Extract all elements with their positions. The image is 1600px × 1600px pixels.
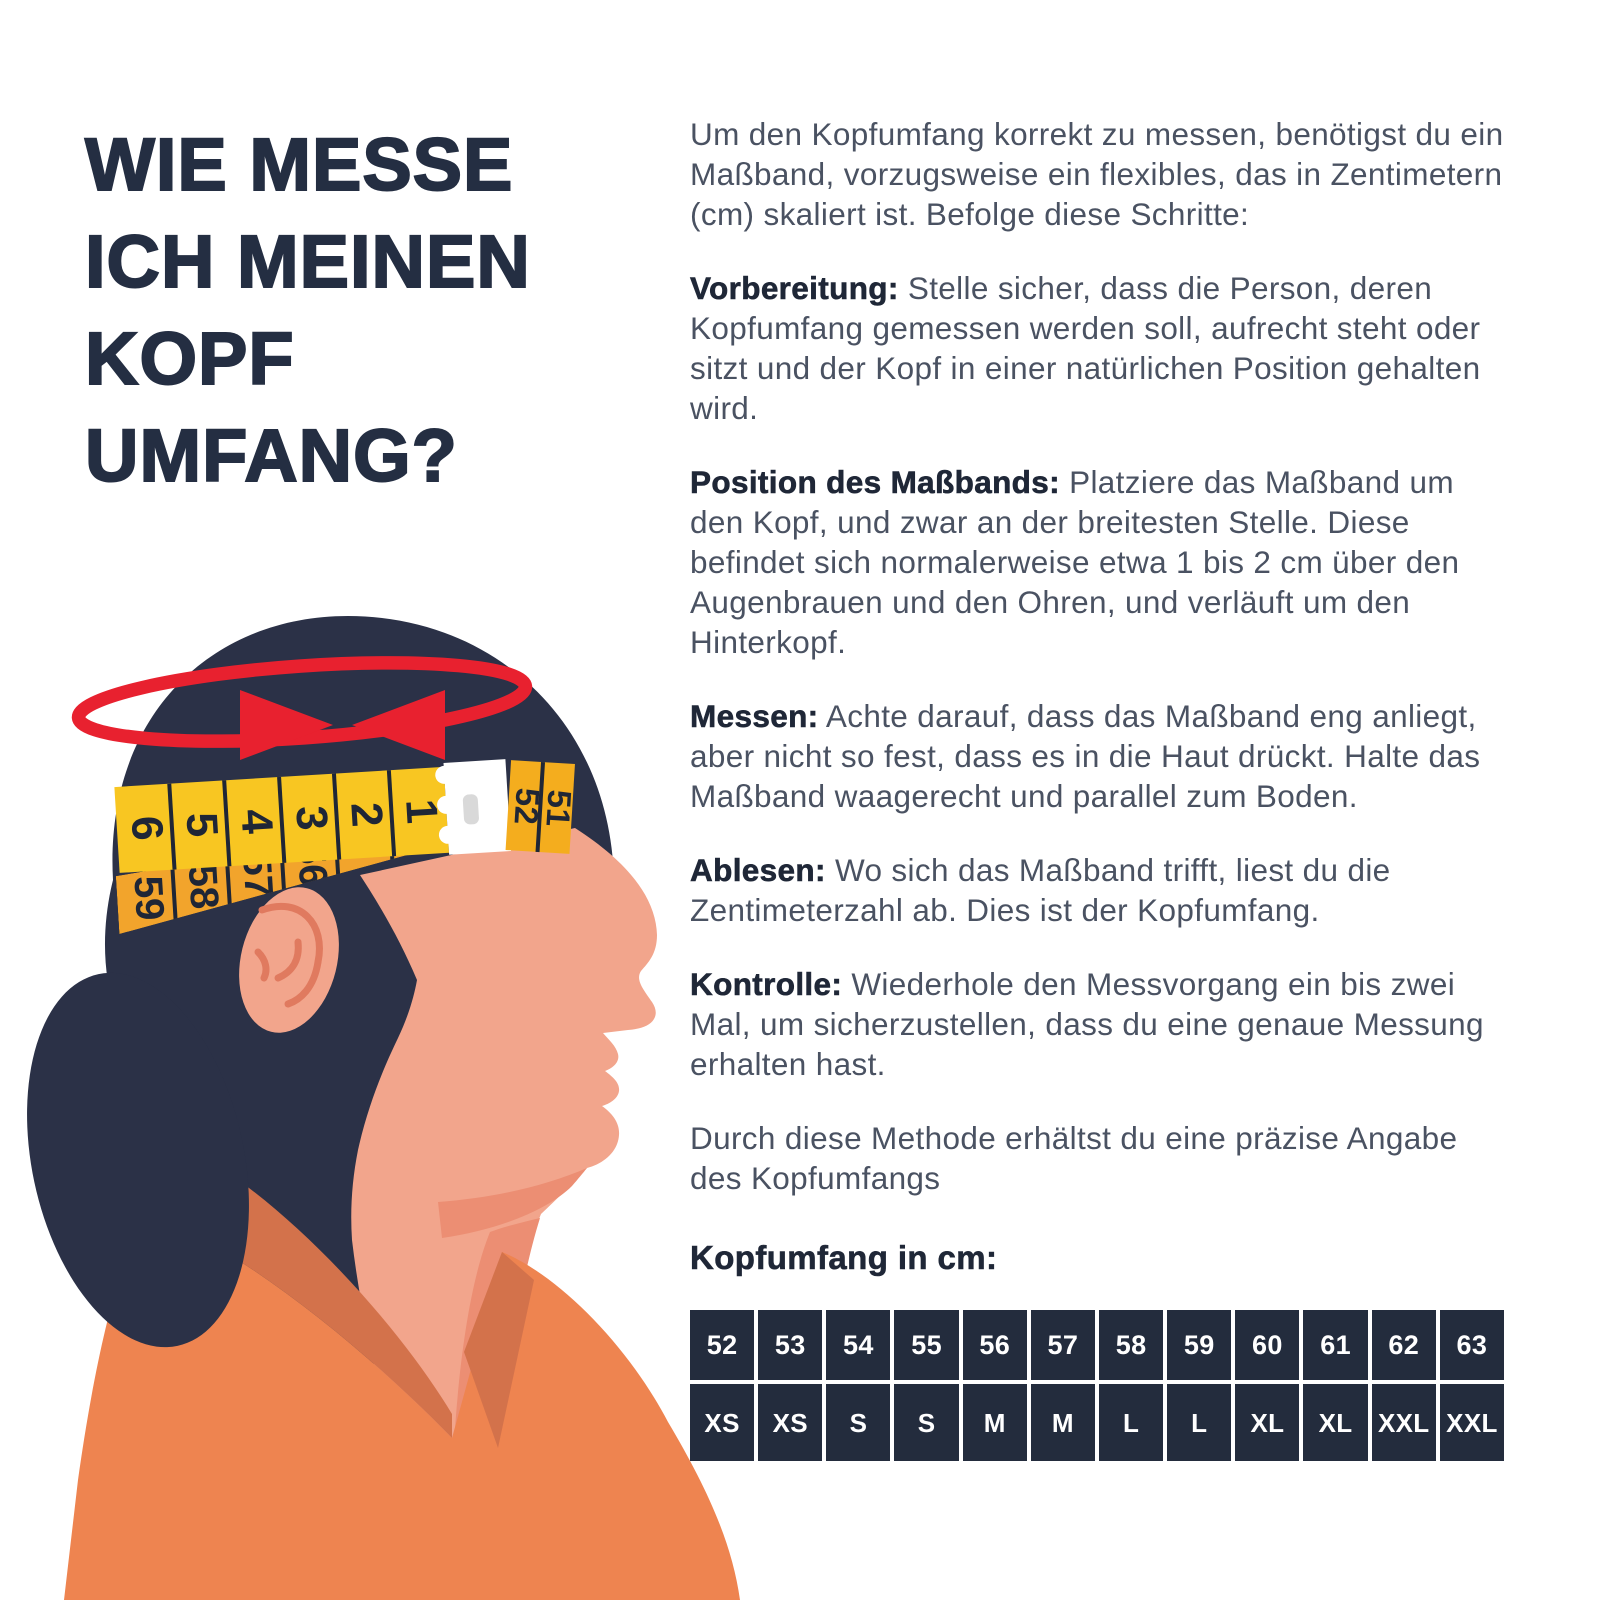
size-table: 52 53 54 55 56 57 58 59 60 61 62 63 XS X… xyxy=(690,1310,1504,1461)
step-text: Wo sich das Maßband trifft, liest du die… xyxy=(690,852,1391,928)
tape-number: 52 xyxy=(507,787,546,826)
size-label-cell: XS xyxy=(758,1384,823,1461)
size-cm-cell: 60 xyxy=(1235,1310,1300,1380)
size-label-cell: M xyxy=(962,1384,1027,1461)
step-text: Stelle sicher, dass die Person, deren Ko… xyxy=(690,270,1481,426)
step-text: Wiederhole den Messvorgang ein bis zwei … xyxy=(690,966,1484,1082)
outro-paragraph: Durch diese Methode erhältst du eine prä… xyxy=(690,1120,1458,1196)
size-label-cell: XXL xyxy=(1371,1384,1436,1461)
table-heading: Kopfumfang in cm: xyxy=(690,1239,998,1277)
size-label-cell: XL xyxy=(1303,1384,1368,1461)
face-profile xyxy=(351,828,657,1485)
tape-number: 6 xyxy=(122,814,172,841)
title-line: KOPF xyxy=(84,316,295,401)
shirt xyxy=(64,1208,740,1600)
hair-bun xyxy=(27,972,249,1348)
size-cm-cell: 52 xyxy=(690,1310,755,1380)
shirt-collar-right xyxy=(464,1252,534,1448)
size-cm-cell: 62 xyxy=(1371,1310,1436,1380)
size-label-cell: S xyxy=(894,1384,959,1461)
step-label: Kontrolle: xyxy=(690,966,843,1003)
tape-front-band: 6 5 4 3 2 1 xyxy=(114,766,450,873)
page-title: WIE MESSE ICH MEINEN KOPF UMFANG? xyxy=(84,116,531,504)
size-label-cell: S xyxy=(826,1384,891,1461)
tape-number: 4 xyxy=(231,808,281,836)
step-label: Messen: xyxy=(690,698,819,735)
size-cm-cell: 63 xyxy=(1439,1310,1504,1380)
size-label-cell: XXL xyxy=(1439,1384,1504,1461)
size-cm-cell: 55 xyxy=(894,1310,959,1380)
size-cm-cell: 54 xyxy=(826,1310,891,1380)
step-text: Achte darauf, dass das Maßband eng anlie… xyxy=(690,698,1481,814)
title-line: WIE MESSE xyxy=(84,122,514,207)
step-paragraph: Ablesen: Wo sich das Maßband trifft, lie… xyxy=(690,850,1508,930)
size-cm-cell: 58 xyxy=(1098,1310,1164,1380)
size-cm-cell: 57 xyxy=(1030,1310,1095,1380)
instructions-column: Um den Kopfumfang korrekt zu messen, ben… xyxy=(690,114,1508,1461)
measure-ring xyxy=(71,656,533,760)
size-label-cell: L xyxy=(1167,1384,1232,1461)
intro-paragraph: Um den Kopfumfang korrekt zu messen, ben… xyxy=(690,116,1504,232)
step-paragraph: Messen: Achte darauf, dass das Maßband e… xyxy=(690,696,1508,816)
tape-number: 58 xyxy=(180,863,227,910)
size-label-cell: XS xyxy=(690,1384,755,1461)
step-text: Platziere das Maßband um den Kopf, und z… xyxy=(690,464,1460,660)
title-line: ICH MEINEN xyxy=(84,219,531,304)
size-cm-cell: 61 xyxy=(1303,1310,1368,1380)
size-cm-cell: 59 xyxy=(1167,1310,1232,1380)
step-label: Position des Maßbands: xyxy=(690,464,1060,501)
size-label-cell: XL xyxy=(1235,1384,1300,1461)
step-label: Vorbereitung: xyxy=(690,270,899,307)
title-line: UMFANG? xyxy=(84,413,458,498)
step-paragraph: Kontrolle: Wiederhole den Messvorgang ei… xyxy=(690,964,1508,1084)
jaw-shadow xyxy=(438,1168,587,1238)
arrow-right-icon xyxy=(240,690,333,760)
tape-number: 59 xyxy=(125,875,172,922)
size-cm-cell: 56 xyxy=(962,1310,1027,1380)
tape-number: 2 xyxy=(341,801,391,828)
tape-number: 3 xyxy=(286,804,336,831)
arrow-left-icon xyxy=(352,690,445,760)
tape-number: 5 xyxy=(177,811,227,838)
measuring-tape: 59 58 57 56 6 5 4 3 2 xyxy=(114,759,579,935)
step-label: Ablesen: xyxy=(690,852,826,889)
step-paragraph: Position des Maßbands: Platziere das Maß… xyxy=(690,462,1508,662)
step-paragraph: Vorbereitung: Stelle sicher, dass die Pe… xyxy=(690,268,1508,428)
tape-right-segment: 52 51 xyxy=(505,760,579,854)
ear xyxy=(239,887,339,1033)
size-label-cell: L xyxy=(1098,1384,1164,1461)
head-measurement-illustration: 59 58 57 56 6 5 4 3 2 xyxy=(0,580,860,1600)
size-label-cell: M xyxy=(1030,1384,1095,1461)
tape-end-clip xyxy=(435,759,512,855)
size-cm-cell: 53 xyxy=(758,1310,823,1380)
tape-number: 51 xyxy=(539,789,578,828)
